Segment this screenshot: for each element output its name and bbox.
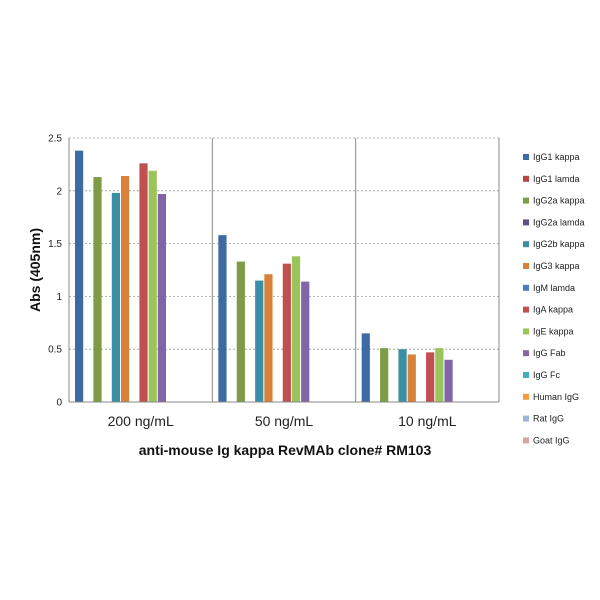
legend-label: IgG3 kappa	[533, 261, 580, 271]
legend-label: IgA kappa	[533, 305, 573, 315]
x-category-labels: 200 ng/mL 50 ng/mL 10 ng/mL	[108, 413, 457, 429]
legend-swatch	[523, 241, 529, 247]
bar	[426, 352, 434, 402]
bar	[292, 256, 300, 402]
legend-swatch	[523, 394, 529, 400]
legend-swatch	[523, 437, 529, 443]
legend-swatch	[523, 219, 529, 225]
bar	[301, 282, 309, 402]
bar	[139, 163, 147, 402]
bar	[158, 194, 166, 402]
bars	[75, 151, 453, 402]
legend-label: Human IgG	[533, 392, 579, 402]
bar	[264, 274, 272, 402]
x-category-label: 50 ng/mL	[255, 413, 314, 429]
bar	[380, 348, 388, 402]
legend-label: IgG2a lamda	[533, 217, 585, 227]
x-category-label: 200 ng/mL	[108, 413, 174, 429]
legend-label: IgG1 lamda	[533, 174, 580, 184]
legend-swatch	[523, 328, 529, 334]
legend-swatch	[523, 285, 529, 291]
bar	[255, 281, 263, 402]
y-tick-label: 1	[56, 292, 62, 303]
bar	[283, 264, 291, 402]
bar	[121, 176, 129, 402]
x-axis-label: anti-mouse Ig kappa RevMAb clone# RM103	[139, 442, 432, 458]
legend: IgG1 kappa IgG1 lamda IgG2a kappa IgG2a lam…	[523, 152, 585, 445]
y-tick-label: 2	[56, 186, 62, 197]
legend-label: Rat IgG	[533, 414, 564, 424]
legend-swatch	[523, 263, 529, 269]
bar	[362, 333, 370, 402]
legend-swatch	[523, 307, 529, 313]
bar	[149, 171, 157, 402]
legend-swatch	[523, 154, 529, 160]
legend-label: IgG Fab	[533, 348, 566, 358]
y-tick-label: 2.5	[48, 134, 62, 145]
bar	[75, 151, 83, 402]
y-tick-label: 0	[56, 398, 62, 409]
bar	[435, 348, 443, 402]
y-tick-label: 0.5	[48, 345, 62, 356]
legend-label: IgM lamda	[533, 283, 575, 293]
bar	[218, 235, 226, 402]
bar	[398, 349, 406, 402]
bar	[408, 354, 416, 402]
legend-swatch	[523, 176, 529, 182]
bar	[112, 193, 120, 402]
y-tick-label: 1.5	[48, 239, 62, 250]
bar	[93, 177, 101, 402]
legend-swatch	[523, 350, 529, 356]
legend-label: IgG2a kappa	[533, 196, 585, 206]
legend-label: IgE kappa	[533, 326, 574, 336]
legend-label: IgG2b kappa	[533, 239, 585, 249]
bar	[237, 262, 245, 402]
legend-swatch	[523, 416, 529, 422]
bar	[444, 360, 452, 402]
x-category-label: 10 ng/mL	[398, 413, 457, 429]
legend-label: IgG Fc	[533, 370, 561, 380]
y-axis-label: Abs (405nm)	[27, 228, 43, 312]
legend-swatch	[523, 198, 529, 204]
y-tick-labels: 0 0.5 1 1.5 2 2.5	[48, 134, 62, 409]
legend-label: IgG1 kappa	[533, 152, 580, 162]
legend-label: Goat IgG	[533, 435, 570, 445]
legend-swatch	[523, 372, 529, 378]
